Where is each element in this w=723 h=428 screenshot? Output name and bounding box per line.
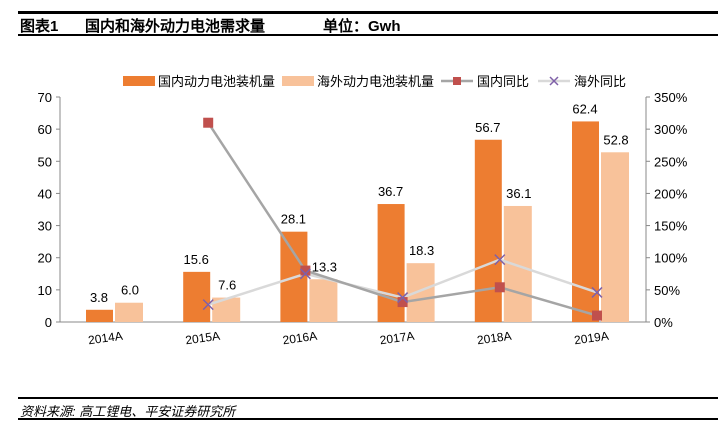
bar-overseas	[406, 263, 435, 322]
legend-label-overseas-yoy: 海外同比	[574, 74, 626, 89]
bar-overseas	[601, 152, 629, 322]
marker-domestic-yoy	[592, 310, 602, 321]
x-tick-label: 2018A	[476, 329, 512, 348]
marker-overseas-yoy	[591, 286, 603, 298]
data-label-domestic: 28.1	[281, 212, 306, 227]
left-tick-label: 50	[38, 154, 52, 169]
data-label-domestic: 15.6	[184, 252, 209, 267]
header-bottom-rule	[18, 34, 718, 36]
legend-swatch-overseas	[282, 76, 314, 86]
legend-marker-overseas-yoy	[549, 76, 559, 86]
right-tick-label: 150%	[654, 219, 688, 234]
data-label-overseas: 18.3	[409, 243, 434, 258]
right-tick-label: 100%	[654, 251, 688, 266]
legend-label-domestic-yoy: 国内同比	[477, 74, 529, 89]
marker-overseas-yoy	[299, 268, 311, 280]
marker-overseas-yoy	[202, 299, 214, 311]
marker-domestic-yoy	[300, 265, 311, 276]
data-label-overseas: 52.8	[603, 132, 628, 147]
bar-overseas	[115, 302, 143, 322]
data-label-overseas: 6.0	[121, 283, 139, 298]
footer-bottom-rule	[18, 418, 718, 420]
source-note: 资料来源: 高工锂电、平安证券研究所	[20, 404, 236, 419]
left-tick-label: 40	[38, 186, 52, 201]
marker-domestic-yoy	[494, 282, 505, 293]
legend-swatch-domestic	[123, 76, 155, 86]
bar-domestic	[86, 309, 113, 322]
header-top-rule	[18, 11, 718, 14]
right-tick-label: 350%	[654, 90, 688, 105]
data-label-domestic: 3.8	[90, 290, 108, 305]
left-tick-label: 60	[38, 122, 52, 137]
figure-unit: 单位：Gwh	[323, 18, 401, 35]
x-tick-label: 2014A	[87, 329, 123, 348]
bar-overseas	[503, 205, 532, 322]
x-tick-label: 2015A	[184, 329, 220, 348]
figure-title: 国内和海外动力电池需求量	[85, 18, 266, 35]
marker-domestic-yoy	[397, 297, 408, 308]
left-tick-label: 0	[45, 315, 52, 330]
x-tick-label: 2017A	[379, 329, 415, 348]
data-label-domestic: 62.4	[572, 101, 597, 116]
right-tick-label: 50%	[654, 283, 680, 298]
left-tick-label: 10	[38, 283, 52, 298]
x-tick-label: 2016A	[282, 329, 318, 348]
legend-label-overseas: 海外动力电池装机量	[317, 74, 434, 89]
x-tick-label: 2019A	[573, 329, 609, 348]
legend-label-domestic: 国内动力电池装机量	[158, 74, 275, 89]
bar-overseas	[309, 279, 338, 322]
legend-marker-domestic-yoy	[453, 77, 461, 85]
bar-domestic	[474, 139, 502, 322]
marker-overseas-yoy	[494, 254, 506, 266]
data-label-domestic: 56.7	[475, 120, 500, 135]
marker-domestic-yoy	[203, 117, 214, 128]
figure-number: 图表1	[20, 18, 59, 35]
right-tick-label: 200%	[654, 186, 688, 201]
data-label-overseas: 36.1	[506, 186, 531, 201]
right-tick-label: 300%	[654, 122, 688, 137]
footer-top-rule	[18, 397, 718, 399]
data-label-overseas: 7.6	[218, 278, 236, 293]
left-tick-label: 20	[38, 251, 52, 266]
data-label-domestic: 36.7	[378, 184, 403, 199]
left-tick-label: 30	[38, 219, 52, 234]
left-tick-label: 70	[38, 90, 52, 105]
marker-overseas-yoy	[397, 292, 409, 304]
right-tick-label: 250%	[654, 154, 688, 169]
bar-domestic	[183, 271, 211, 322]
data-label-overseas: 13.3	[312, 259, 337, 274]
right-tick-label: 0%	[654, 315, 673, 330]
